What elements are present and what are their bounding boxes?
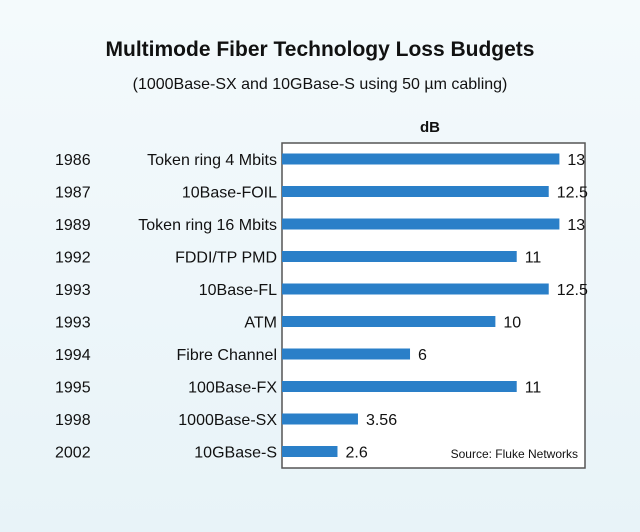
year-label: 1998 xyxy=(55,412,91,429)
value-label: 13 xyxy=(567,217,585,234)
year-label: 1989 xyxy=(55,217,91,234)
year-label: 1987 xyxy=(55,185,91,202)
year-label: 1994 xyxy=(55,347,91,364)
category-label: 10GBase-S xyxy=(194,445,277,462)
category-label: 100Base-FX xyxy=(188,380,277,397)
value-label: 12.5 xyxy=(557,282,588,299)
year-label: 2002 xyxy=(55,445,91,462)
year-label: 1992 xyxy=(55,250,91,267)
x-axis-unit-label: dB xyxy=(420,119,440,136)
value-label: 13 xyxy=(567,152,585,169)
bar xyxy=(282,283,549,295)
bar xyxy=(282,218,560,230)
category-label: ATM xyxy=(244,315,277,332)
value-label: 11 xyxy=(525,250,542,267)
category-label: 1000Base-SX xyxy=(178,412,277,429)
bar xyxy=(282,153,560,165)
chart-title: Multimode Fiber Technology Loss Budgets xyxy=(105,38,535,61)
bar xyxy=(282,446,338,457)
source-note: Source: Fluke Networks xyxy=(451,447,578,461)
bar xyxy=(282,186,549,197)
value-label: 6 xyxy=(418,347,427,364)
year-label: 1995 xyxy=(55,380,91,397)
bar xyxy=(282,251,517,262)
value-label: 2.6 xyxy=(345,445,367,462)
value-label: 3.56 xyxy=(366,412,397,429)
category-label: Fibre Channel xyxy=(177,347,278,364)
category-label: 10Base-FOIL xyxy=(182,185,277,202)
value-label: 12.5 xyxy=(557,185,588,202)
chart-subtitle: (1000Base-SX and 10GBase-S using 50 µm c… xyxy=(132,76,508,93)
bar xyxy=(282,316,496,327)
bar xyxy=(282,413,358,425)
year-label: 1993 xyxy=(55,282,91,299)
bar xyxy=(282,348,411,360)
category-label: Token ring 4 Mbits xyxy=(147,152,277,169)
category-label: Token ring 16 Mbits xyxy=(138,217,277,234)
bar xyxy=(282,381,517,392)
year-label: 1986 xyxy=(55,152,91,169)
year-label: 1993 xyxy=(55,315,91,332)
category-label: 10Base-FL xyxy=(199,282,277,299)
category-label: FDDI/TP PMD xyxy=(175,250,277,267)
value-label: 10 xyxy=(503,315,521,332)
value-label: 11 xyxy=(525,380,542,397)
